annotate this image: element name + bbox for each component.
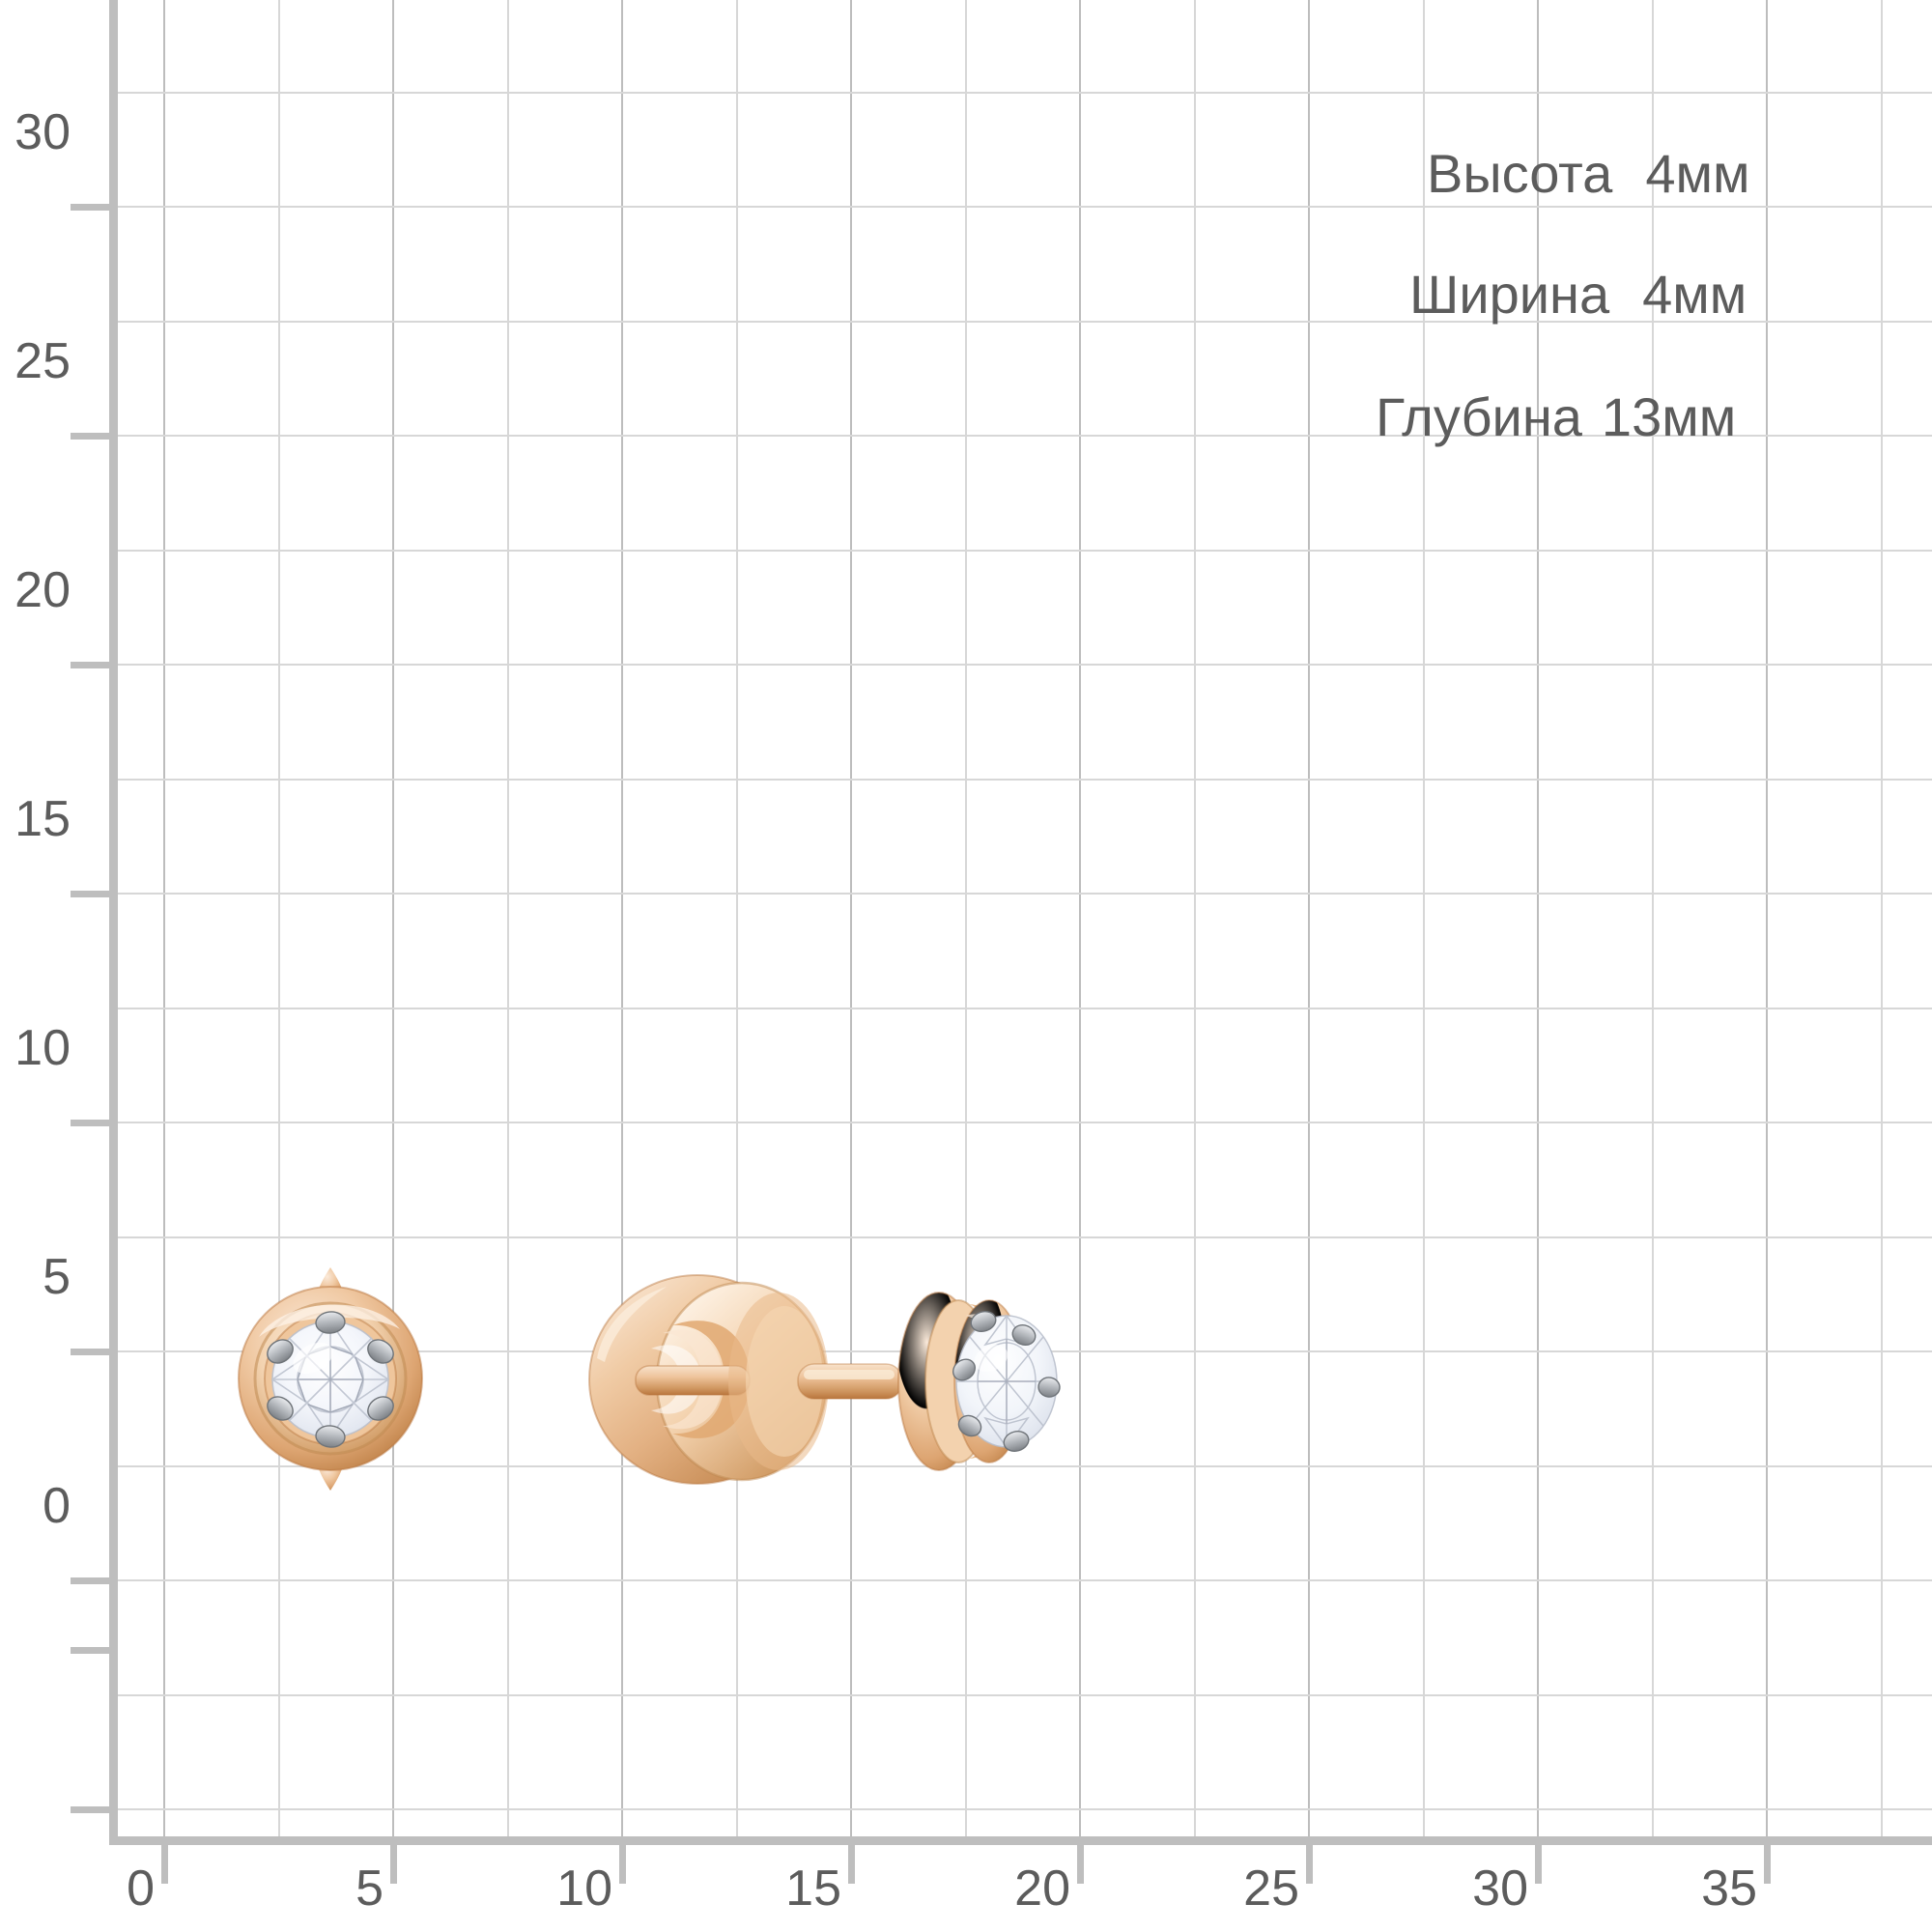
x-axis-tick	[619, 1845, 626, 1884]
y-axis-tick	[71, 1806, 111, 1814]
gridline-vertical	[850, 0, 852, 1836]
y-axis-tick-label: 5	[43, 1249, 71, 1305]
spec-width-value: 4мм	[1642, 264, 1747, 325]
y-axis-tick-label: 25	[14, 333, 71, 389]
y-axis-tick	[71, 204, 111, 212]
gridline-vertical	[392, 0, 394, 1836]
spec-depth: Глубина 13мм	[1376, 390, 1736, 444]
earring-side-view	[588, 1274, 1061, 1485]
gridline-vertical	[1651, 0, 1654, 1836]
gridline-horizontal	[109, 91, 1932, 94]
y-axis-tick	[71, 891, 111, 898]
gridline-vertical	[621, 0, 623, 1836]
gridline-horizontal	[109, 549, 1932, 552]
gridline-horizontal	[109, 320, 1932, 323]
y-axis-line	[109, 0, 118, 1845]
spec-width: Ширина 4мм	[1409, 268, 1747, 322]
y-axis-tick-label: 15	[14, 791, 71, 847]
gridline-vertical	[163, 0, 165, 1836]
y-axis-tick-label: 30	[14, 104, 71, 160]
spec-height-label: Высота	[1427, 143, 1613, 204]
x-axis-tick-label: 10	[556, 1861, 612, 1917]
x-axis-tick-label: 30	[1472, 1861, 1528, 1917]
y-axis-tick-label: 10	[14, 1020, 71, 1076]
spec-width-label: Ширина	[1409, 264, 1610, 325]
gridline-horizontal	[109, 664, 1932, 667]
gridline-horizontal	[109, 1808, 1932, 1811]
y-axis-tick	[71, 1349, 111, 1356]
x-axis-tick-label: 25	[1243, 1861, 1299, 1917]
gridline-vertical	[1079, 0, 1081, 1836]
x-axis-tick	[390, 1845, 397, 1884]
gridline-vertical	[277, 0, 280, 1836]
y-axis-tick	[71, 433, 111, 440]
y-axis-tick	[71, 662, 111, 669]
gridline-vertical	[1308, 0, 1310, 1836]
x-axis-tick	[161, 1845, 168, 1884]
gridline-horizontal	[109, 1693, 1932, 1696]
y-axis-tick	[71, 1577, 111, 1585]
y-axis-tick-minor	[71, 1646, 111, 1654]
x-axis-tick	[1077, 1845, 1084, 1884]
gridline-horizontal	[109, 1464, 1932, 1467]
gridline-vertical	[735, 0, 738, 1836]
y-axis-tick	[71, 1120, 111, 1127]
y-axis-tick-label: 0	[43, 1478, 71, 1534]
x-axis-tick-label: 15	[785, 1861, 841, 1917]
x-axis-tick	[1306, 1845, 1313, 1884]
x-axis-tick	[1764, 1845, 1771, 1884]
gridline-vertical	[964, 0, 967, 1836]
gridline-horizontal	[109, 1122, 1932, 1124]
x-axis-tick	[1535, 1845, 1542, 1884]
spec-height-value: 4мм	[1645, 143, 1750, 204]
gridline-vertical	[1193, 0, 1196, 1836]
spec-depth-value: 13мм	[1601, 386, 1737, 447]
x-axis-tick-label: 5	[355, 1861, 384, 1917]
gridline-horizontal	[109, 1579, 1932, 1582]
gridline-horizontal	[109, 206, 1932, 209]
x-axis-line	[109, 1836, 1932, 1845]
gridline-horizontal	[109, 893, 1932, 895]
gridline-vertical	[1422, 0, 1425, 1836]
gridline-horizontal	[109, 1007, 1932, 1009]
gridline-horizontal	[109, 435, 1932, 438]
y-axis-tick-label: 20	[14, 562, 71, 618]
gridline-horizontal	[109, 1236, 1932, 1238]
gridline-vertical	[1766, 0, 1768, 1836]
gridline-vertical	[1880, 0, 1883, 1836]
gridline-vertical	[1537, 0, 1539, 1836]
spec-depth-label: Глубина	[1376, 386, 1582, 447]
spec-height: Высота 4мм	[1427, 147, 1749, 201]
earring-front-view	[238, 1267, 423, 1491]
x-axis-tick	[848, 1845, 855, 1884]
gridline-horizontal	[109, 778, 1932, 781]
x-axis-tick-label: 0	[127, 1861, 155, 1917]
gridline-vertical	[506, 0, 509, 1836]
x-axis-tick-label: 20	[1014, 1861, 1070, 1917]
x-axis-tick-label: 35	[1701, 1861, 1757, 1917]
